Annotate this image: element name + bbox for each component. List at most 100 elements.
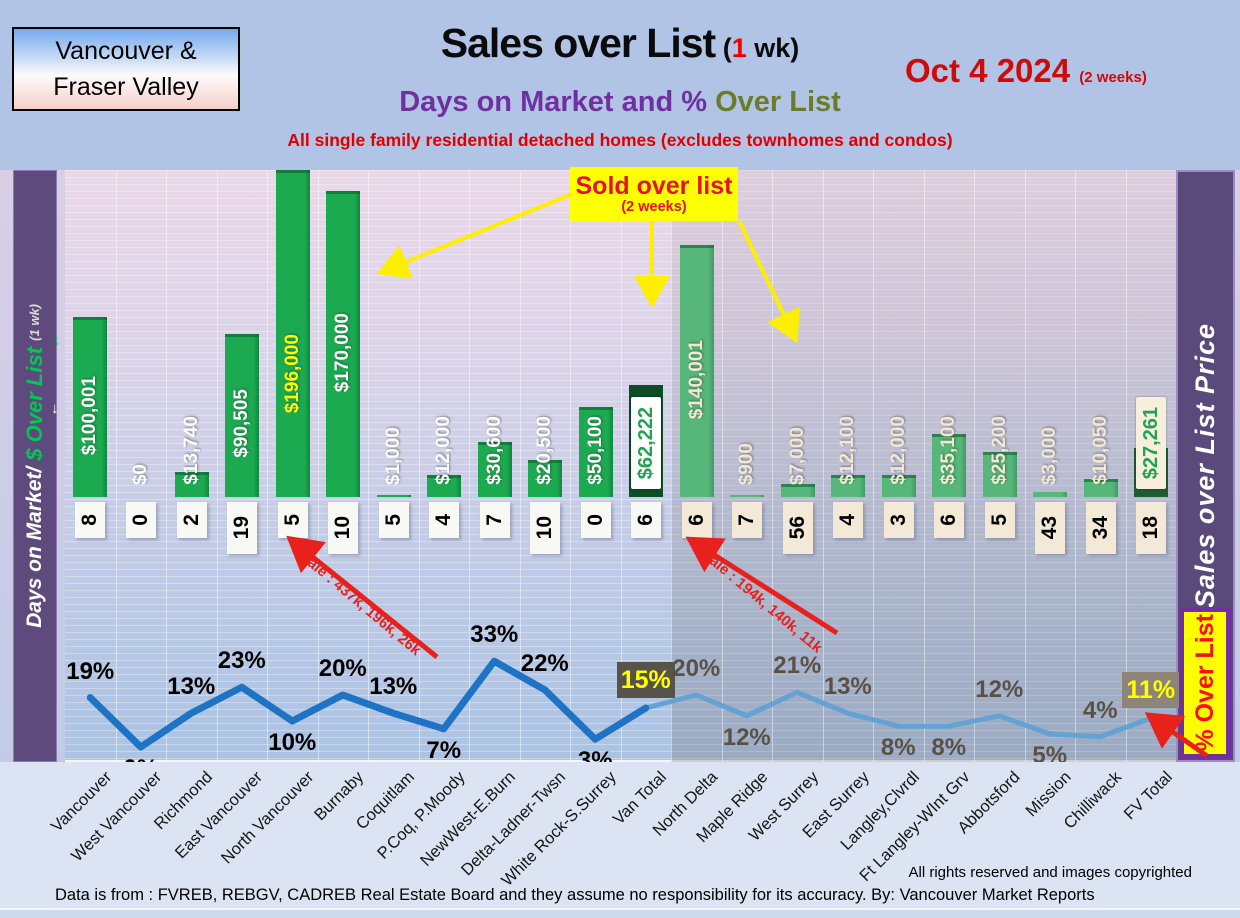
bar-east-surrey xyxy=(831,475,866,497)
days-box-coquitlam: 5 xyxy=(378,502,409,538)
right-axis-label: Sales over List Price xyxy=(1190,323,1220,609)
bar-north-vancouver xyxy=(275,170,310,497)
days-box-chilliwack: 34 xyxy=(1085,502,1116,554)
bar-vancouver xyxy=(73,317,108,497)
left-axis-dollar-label: $ Over List xyxy=(22,340,47,467)
column-east-surrey: $12,100 4 xyxy=(822,170,874,762)
days-value-fv-total: 18 xyxy=(1139,516,1163,540)
footer-rights: All rights reserved and images copyright… xyxy=(908,864,1192,881)
left-axis-title: Days on Market/ $ Over List (1 wk) xyxy=(13,170,57,762)
column-mission: $3,000 43 xyxy=(1024,170,1076,762)
region-line1: Vancouver & xyxy=(55,36,197,65)
days-value-north-delta: 6 xyxy=(684,514,708,526)
days-box-p-coq-p-moody: 4 xyxy=(429,502,460,538)
column-chilliwack: $10,050 34 xyxy=(1075,170,1126,762)
bar-maple-ridge xyxy=(730,495,765,497)
left-axis-wk-label: (1 wk) xyxy=(27,304,42,341)
column-abbotsford: $25,200 5 xyxy=(974,170,1025,762)
days-box-abbotsford: 5 xyxy=(984,502,1015,538)
days-value-west-surrey: 56 xyxy=(785,516,809,540)
column-ft-langley-wint-grv: $35,100 6 xyxy=(923,170,975,762)
days-box-burnaby: 10 xyxy=(328,502,359,554)
plot-area: $100,001 8 $0 0 $13,740 2 $90,505 19 $196,000 5 $1… xyxy=(65,170,1180,782)
days-box-maple-ridge: 7 xyxy=(732,502,763,538)
page-subtitle: Days on Market and % Over List xyxy=(320,86,920,119)
region-box: Vancouver & Fraser Valley xyxy=(12,27,240,111)
days-box-west-surrey: 56 xyxy=(782,502,813,554)
bar-label-west-vancouver: $0 xyxy=(130,463,152,485)
days-value-mission: 43 xyxy=(1038,516,1062,540)
days-box-north-vancouver: 5 xyxy=(277,502,308,538)
subtitle-olive: Over List xyxy=(715,86,841,118)
column-van-total: $62,222 6 xyxy=(620,170,672,762)
bar-burnaby xyxy=(326,191,361,497)
days-value-newwest-e-burn: 7 xyxy=(482,514,506,526)
pct-over-list-text: % Over List xyxy=(1190,614,1219,752)
days-value-p-coq-p-moody: 4 xyxy=(432,514,456,526)
header: Vancouver & Fraser Valley Sales over Lis… xyxy=(0,0,1240,170)
days-value-richmond: 2 xyxy=(179,514,203,526)
column-langley-clvrdl: $12,000 3 xyxy=(873,170,924,762)
days-box-north-delta: 6 xyxy=(681,502,712,538)
days-box-delta-ladner-twsn: 10 xyxy=(530,502,561,554)
column-richmond: $13,740 2 xyxy=(166,170,217,762)
bar-p-coq-p-moody xyxy=(427,475,462,497)
days-value-langley-clvrdl: 3 xyxy=(886,514,910,526)
bar-chilliwack xyxy=(1083,479,1118,497)
days-box-richmond: 2 xyxy=(176,502,207,538)
days-value-west-vancouver: 0 xyxy=(129,514,153,526)
sold-over-list-callout: Sold over list (2 weeks) xyxy=(570,167,738,221)
category-label-area xyxy=(0,762,1240,918)
bar-label-maple-ridge: $900 xyxy=(736,442,758,485)
bar-white-rock-s-surrey xyxy=(578,407,613,497)
days-value-east-vancouver: 19 xyxy=(230,516,254,540)
column-maple-ridge: $900 7 xyxy=(721,170,773,762)
days-value-white-rock-s-surrey: 0 xyxy=(583,514,607,526)
days-value-delta-ladner-twsn: 10 xyxy=(533,516,557,540)
bottom-strip xyxy=(0,908,1240,918)
date-sub: (2 weeks) xyxy=(1079,69,1147,86)
days-value-vancouver: 8 xyxy=(78,514,102,526)
title-main: Sales over List xyxy=(440,20,716,66)
subtitle-purple: Days on Market and % xyxy=(399,86,716,118)
report-date: Oct 4 2024 (2 weeks) xyxy=(905,52,1225,90)
days-value-ft-langley-wint-grv: 6 xyxy=(937,514,961,526)
bar-label-chilliwack: $10,050 xyxy=(1089,416,1111,485)
bar-label-mission: $3,000 xyxy=(1039,426,1061,485)
days-box-mission: 43 xyxy=(1035,502,1066,554)
left-axis-days-label: Days on Market/ xyxy=(23,466,46,628)
bar-label-fv-total: $27,261 xyxy=(1139,406,1162,480)
days-box-east-vancouver: 19 xyxy=(227,502,258,554)
bar-label-coquitlam: $1,000 xyxy=(382,426,404,485)
bar-label-west-surrey: $7,000 xyxy=(786,426,808,485)
days-value-east-surrey: 4 xyxy=(836,514,860,526)
days-value-chilliwack: 34 xyxy=(1088,516,1112,540)
sold-over-list-text: Sold over list xyxy=(575,172,733,201)
column-north-delta: $140,001 6 xyxy=(671,170,722,762)
days-box-langley-clvrdl: 3 xyxy=(883,502,914,538)
bar-ft-langley-wint-grv xyxy=(932,434,967,497)
bar-langley-clvrdl xyxy=(881,475,916,497)
bar-west-surrey xyxy=(780,484,815,497)
days-value-maple-ridge: 7 xyxy=(735,514,759,526)
title-paren: ( xyxy=(715,33,732,63)
days-box-fv-total: 18 xyxy=(1136,502,1167,554)
title-rest: wk) xyxy=(746,33,800,63)
pct-over-list-callout: % Over List xyxy=(1179,607,1231,759)
column-fv-total: $27,261 18 xyxy=(1125,170,1177,762)
title-one: 1 xyxy=(731,33,747,63)
column-coquitlam: $1,000 5 xyxy=(368,170,419,762)
total-label-box-fv-total: $27,261 xyxy=(1136,397,1167,489)
bar-newwest-e-burn xyxy=(477,442,512,497)
bar-label-van-total: $62,222 xyxy=(634,406,657,480)
bar-north-delta xyxy=(679,245,714,497)
days-box-ft-langley-wint-grv: 6 xyxy=(934,502,965,538)
days-value-van-total: 6 xyxy=(634,514,658,526)
bar-coquitlam xyxy=(376,495,411,497)
bar-east-vancouver xyxy=(225,334,260,497)
column-vancouver: $100,001 8 xyxy=(65,170,116,762)
days-box-van-total: 6 xyxy=(631,502,662,538)
days-box-vancouver: 8 xyxy=(75,502,106,538)
column-p-coq-p-moody: $12,000 4 xyxy=(418,170,470,762)
